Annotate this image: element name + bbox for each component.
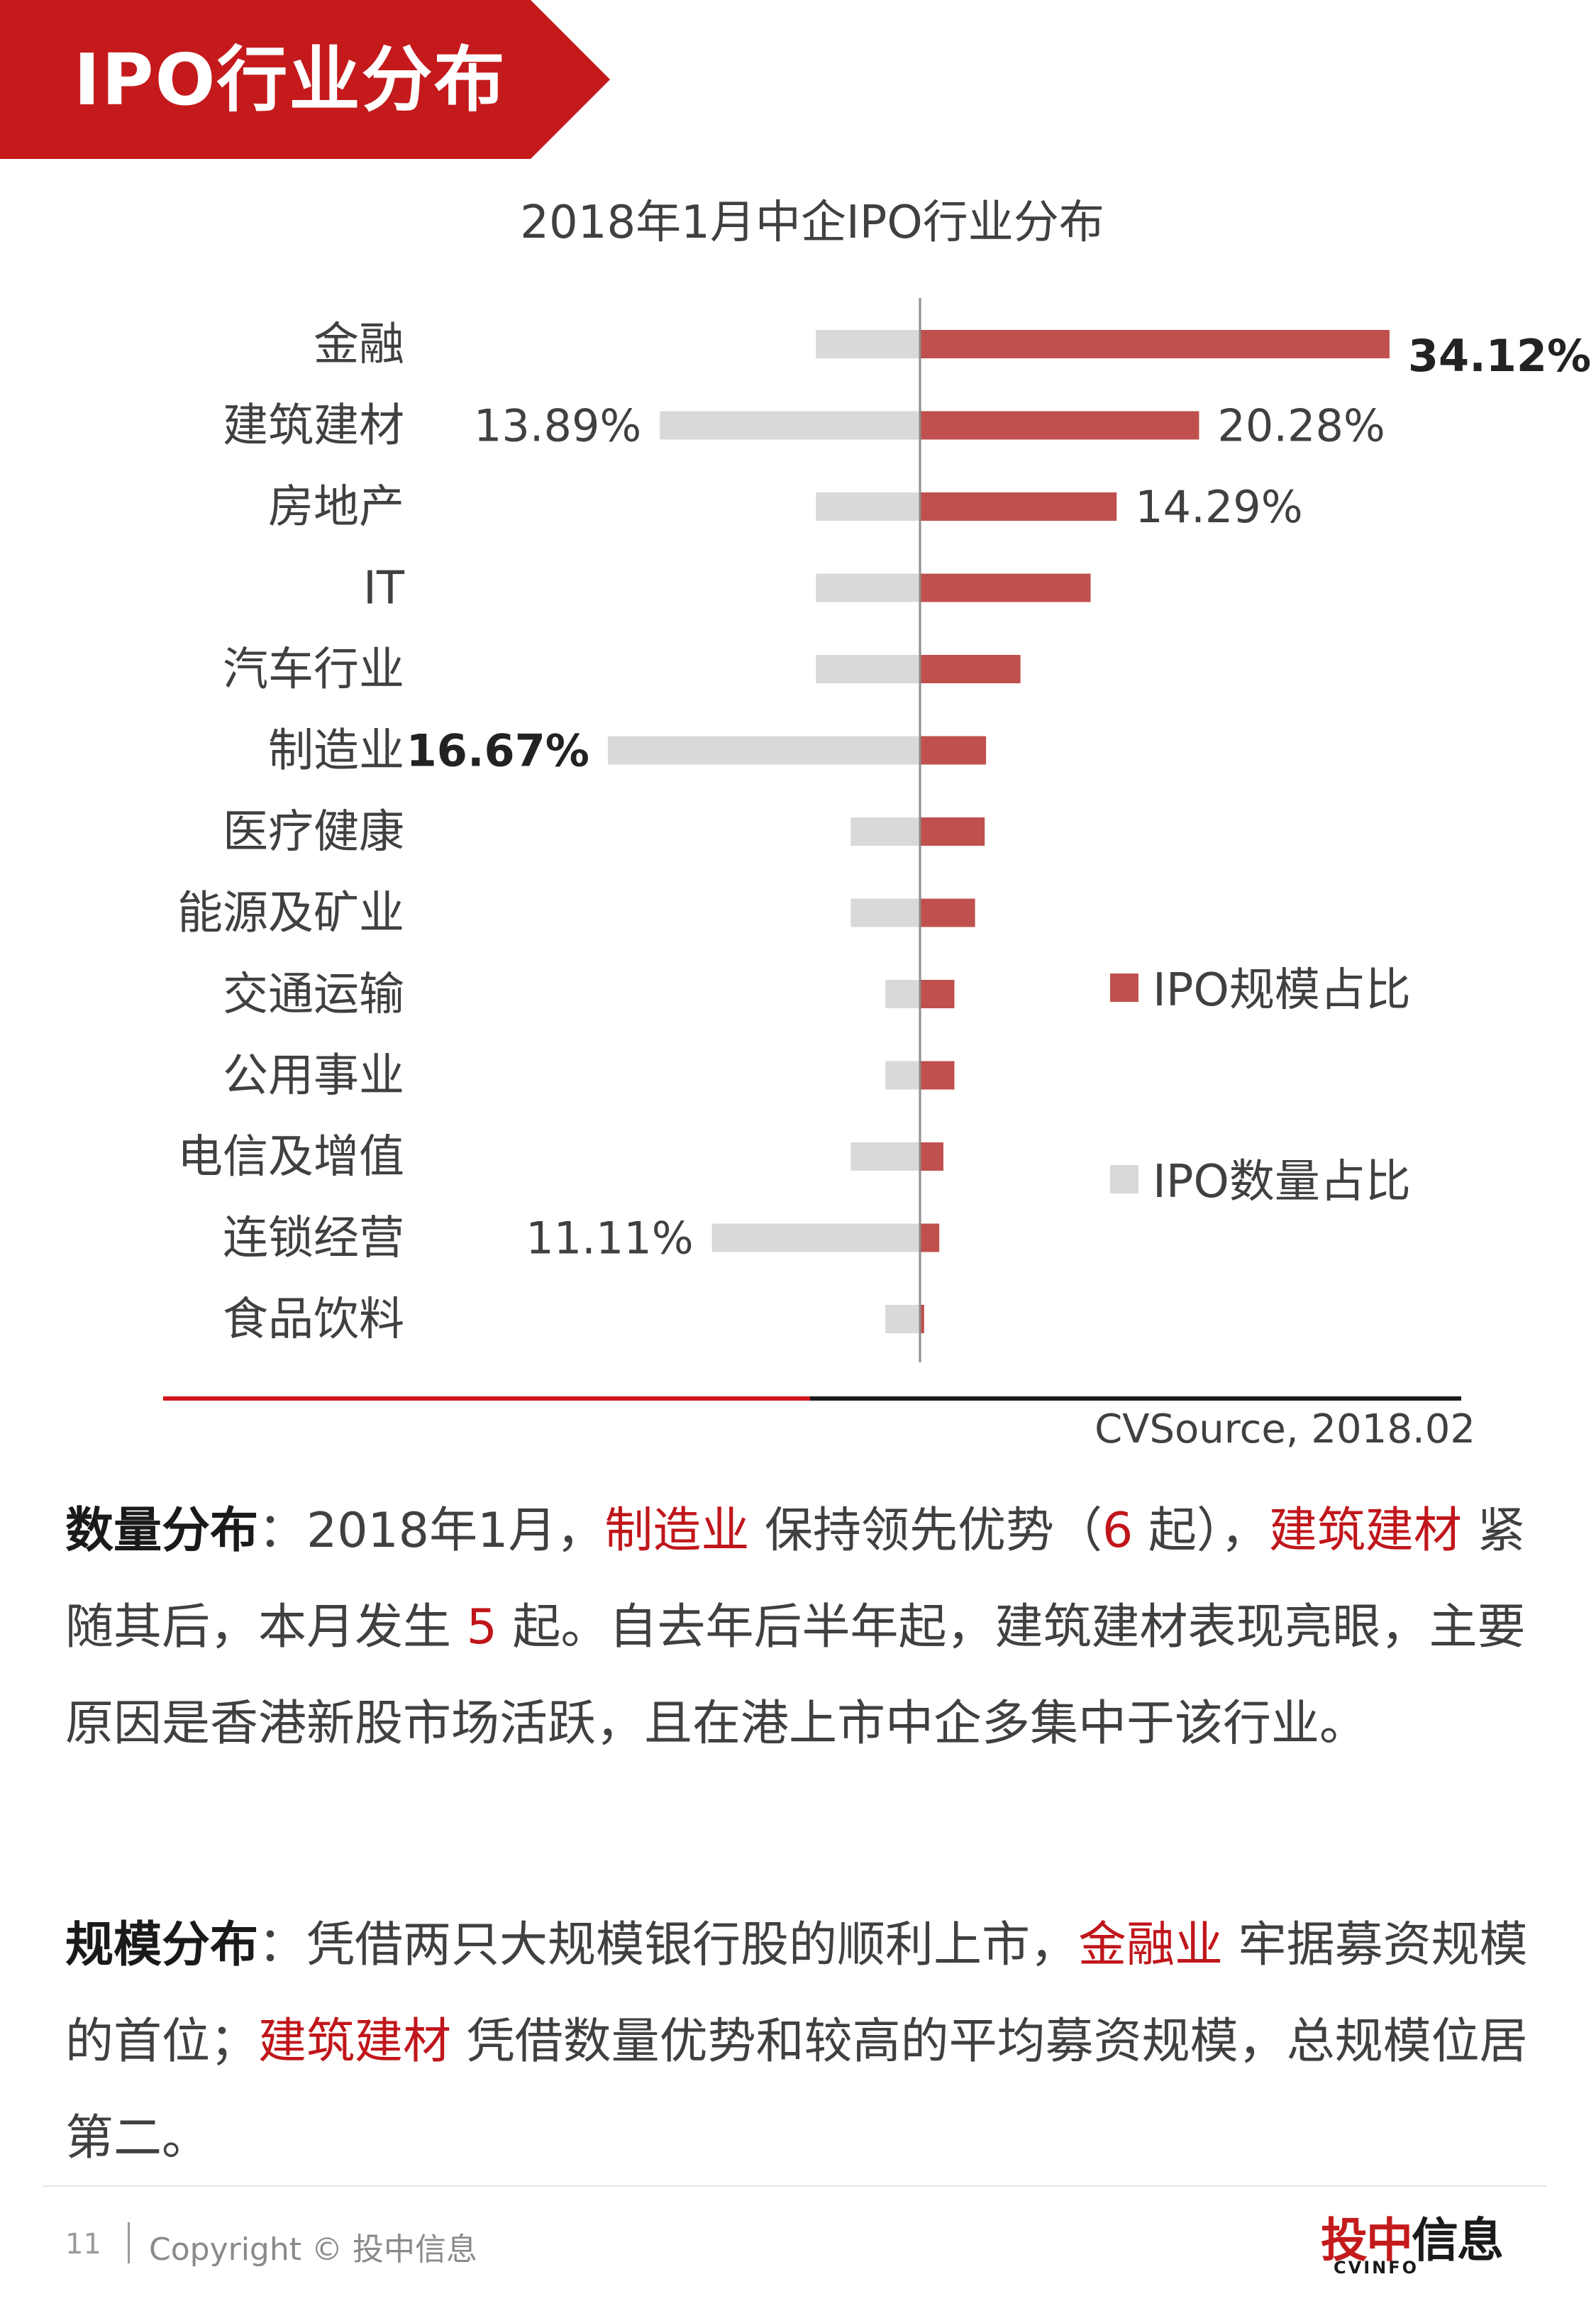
highlight-text: 5: [466, 1599, 497, 1655]
bar-ipo-scale: [920, 1305, 924, 1333]
category-label: 电信及增值: [177, 1131, 404, 1184]
paragraph-text: ：凭借两只大规模银行股的顺利上市，: [258, 1917, 1079, 1973]
data-label-scale: 20.28%: [1217, 400, 1385, 452]
category-label: 食品饮料: [223, 1293, 404, 1346]
logo-subtext: CVINFO: [1334, 2258, 1419, 2278]
category-label: 能源及矿业: [177, 888, 404, 940]
logo-text-red: 投中: [1321, 2213, 1413, 2268]
paragraph-text: 凭借数量优势和较高的平均募资规模，总规模位居第二。: [65, 2014, 1528, 2166]
bar-ipo-scale: [920, 492, 1117, 521]
bar-ipo-count: [850, 1142, 920, 1171]
data-label-count: 13.89%: [474, 400, 641, 452]
data-label-scale: 14.29%: [1135, 481, 1302, 533]
cvinfo-logo: 投中信息 CVINFO: [1321, 2208, 1519, 2286]
highlight-text: 建筑建材: [258, 2014, 452, 2070]
bar-ipo-scale: [920, 1061, 955, 1090]
paragraph-text: 起。自去年后半年起，建筑建材表现亮眼，主要原因是香港新股市场活跃，且在港上市中企…: [65, 1599, 1526, 1752]
bar-ipo-scale: [920, 980, 955, 1008]
paragraph-text: 起），: [1133, 1503, 1269, 1559]
category-label: 连锁经营: [223, 1213, 404, 1265]
logo-text-dark: 信息: [1412, 2213, 1504, 2268]
category-label: 医疗健康: [223, 806, 404, 859]
paragraph-text: ：2018年1月，: [258, 1503, 605, 1559]
bar-ipo-count: [816, 655, 920, 683]
logo-wordmark: 投中信息: [1321, 2202, 1504, 2271]
legend-label-count: IPO数量占比: [1153, 1156, 1411, 1208]
bar-ipo-scale: [920, 817, 985, 846]
bar-ipo-count: [885, 1061, 920, 1090]
copyright-text: Copyright © 投中信息: [149, 2231, 477, 2268]
legend-swatch-scale: [1110, 973, 1138, 1002]
category-label: 制造业: [268, 725, 404, 778]
bar-ipo-scale: [920, 330, 1390, 358]
data-label-count: 11.11%: [526, 1213, 693, 1264]
bar-ipo-scale: [920, 898, 975, 927]
bar-ipo-count: [607, 736, 920, 765]
paragraph-scale-distribution: 规模分布：凭借两只大规模银行股的顺利上市，金融业 牢据募资规模的首位；建筑建材 …: [65, 1897, 1541, 2187]
category-label: 金融: [314, 319, 404, 371]
bar-ipo-count: [816, 492, 920, 521]
category-label: 交通运输: [223, 969, 404, 1021]
paragraph-text: 保持领先优势（: [749, 1503, 1102, 1559]
highlight-text: 6: [1102, 1503, 1134, 1559]
bar-ipo-count: [816, 330, 920, 358]
chart-title: 2018年1月中企IPO行业分布: [520, 197, 1104, 249]
bar-ipo-scale: [920, 1223, 940, 1252]
paragraph-text: 牢据募资规模的首位；: [65, 1917, 1528, 2070]
bar-ipo-scale: [920, 1142, 943, 1171]
page-number: 11: [65, 2228, 101, 2261]
highlight-text: 金融业: [1078, 1917, 1224, 1973]
data-label-count: 16.67%: [406, 725, 589, 777]
bar-ipo-scale: [920, 655, 1021, 683]
category-label: 汽车行业: [223, 644, 404, 696]
divider-red: [163, 1396, 810, 1401]
highlight-text: 制造业: [604, 1503, 750, 1559]
paragraph-text: 紧随其后，本月发生: [65, 1503, 1526, 1655]
category-label: 公用事业: [223, 1050, 404, 1103]
bar-ipo-count: [885, 980, 920, 1008]
bar-ipo-count: [816, 573, 920, 602]
bar-ipo-count: [885, 1305, 920, 1333]
legend-label-scale: IPO规模占比: [1153, 964, 1411, 1017]
footer-separator: [128, 2222, 130, 2263]
paragraph-lead: 规模分布: [65, 1917, 259, 1973]
paragraph-count-distribution: 数量分布：2018年1月，制造业 保持领先优势（6 起），建筑建材 紧随其后，本…: [65, 1483, 1541, 1772]
data-label-scale: 34.12%: [1408, 330, 1591, 382]
bar-ipo-scale: [920, 573, 1091, 602]
paragraph-lead: 数量分布: [65, 1503, 259, 1559]
category-label: IT: [363, 563, 405, 615]
footer-divider: [43, 2185, 1546, 2187]
bar-ipo-count: [711, 1223, 920, 1252]
bar-ipo-count: [850, 817, 920, 846]
header-banner: IPO行业分布: [0, 0, 610, 159]
ipo-industry-chart: 金融 34.12% 建筑建材 13.89% 20.28% 房地产 14.29% IT 汽车行业制…: [177, 298, 1591, 1362]
bar-ipo-count: [660, 411, 920, 440]
legend-swatch-count: [1110, 1165, 1138, 1193]
page-title: IPO行业分布: [74, 38, 506, 121]
highlight-text: 建筑建材: [1268, 1503, 1462, 1559]
category-label: 房地产: [268, 481, 404, 534]
chart-source: CVSource, 2018.02: [1095, 1406, 1475, 1452]
category-label: 建筑建材: [223, 400, 404, 453]
bar-ipo-scale: [920, 411, 1199, 440]
divider-black: [810, 1396, 1461, 1401]
bar-ipo-scale: [920, 736, 987, 765]
bar-ipo-count: [850, 898, 920, 927]
